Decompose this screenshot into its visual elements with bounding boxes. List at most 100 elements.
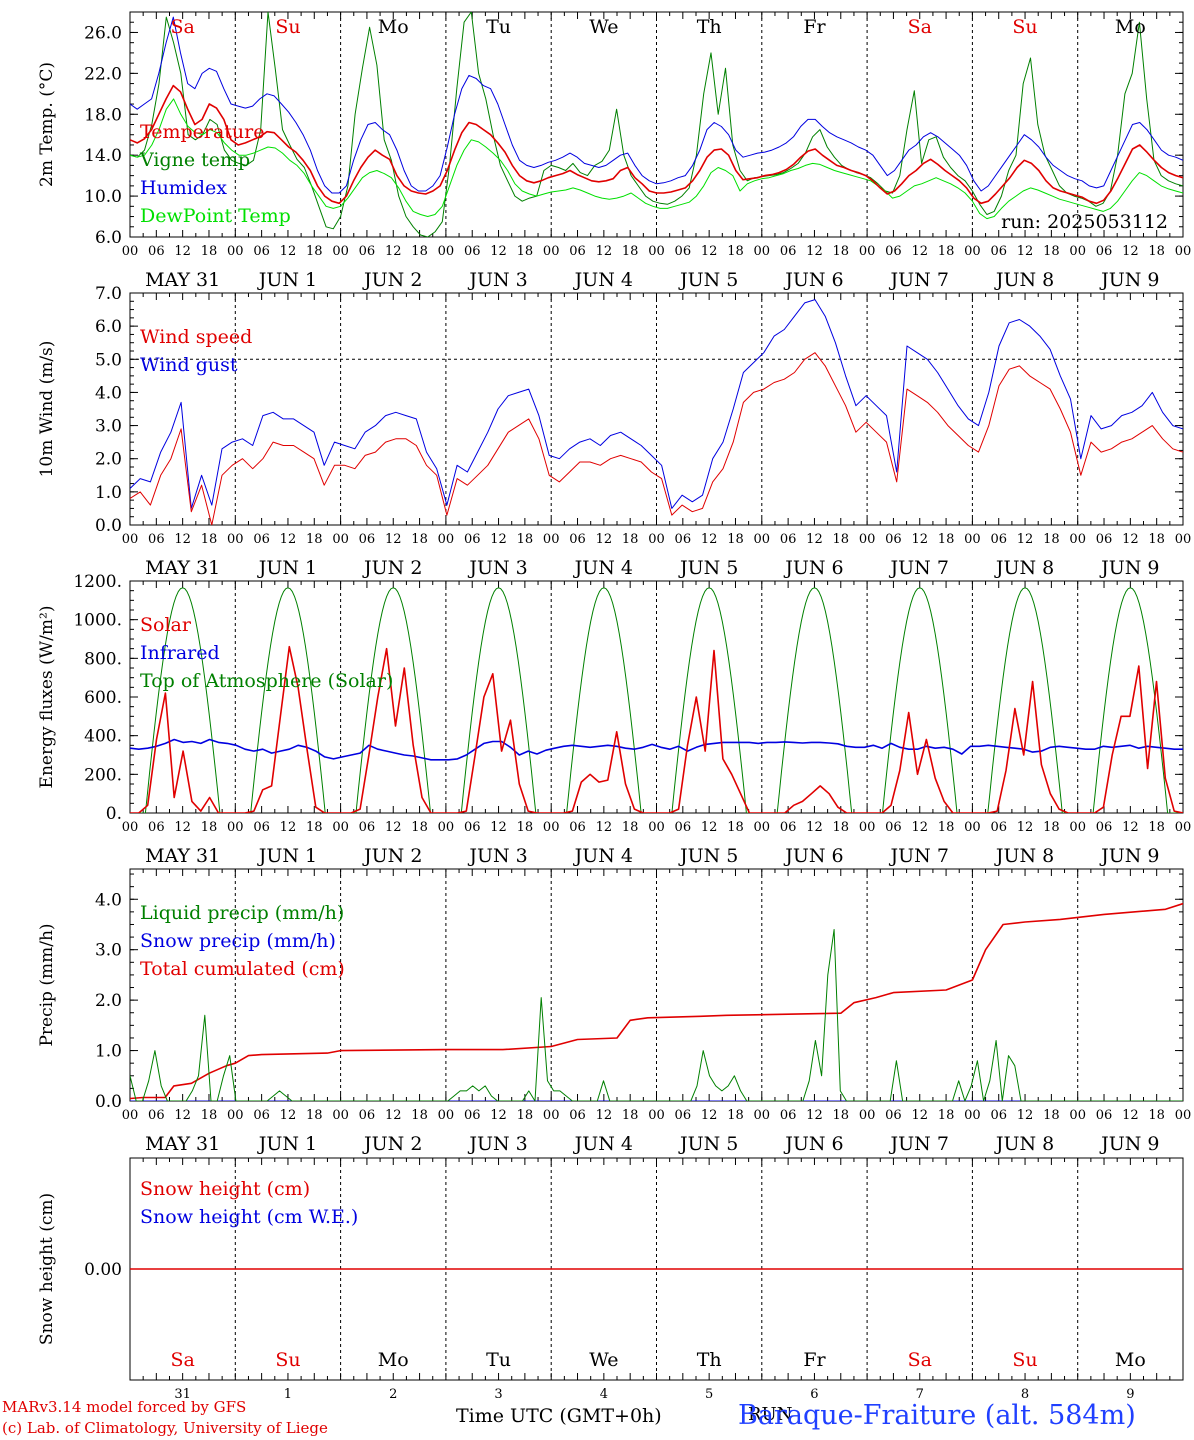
hour-label: 18 (1148, 820, 1165, 835)
hour-label: 06 (1096, 1108, 1113, 1123)
day-name: Fr (803, 16, 826, 38)
day-name: We (589, 1349, 618, 1371)
hour-label: 00 (332, 532, 349, 547)
hour-label: 06 (990, 820, 1007, 835)
date-label: JUN 5 (678, 845, 738, 867)
date-label: JUN 9 (1099, 557, 1159, 579)
y-tick-label: 800. (84, 649, 122, 669)
hour-label: 06 (780, 1108, 797, 1123)
legend-entry: Snow height (cm W.E.) (140, 1206, 358, 1228)
date-label: JUN 4 (573, 1133, 633, 1155)
hour-label: 12 (701, 1108, 718, 1123)
day-name: Sa (908, 1349, 932, 1371)
legend-entry: Humidex (140, 177, 227, 199)
legend-entry: Vigne temp (139, 149, 250, 171)
hour-label: 06 (569, 1108, 586, 1123)
y-tick-label: 2.0 (95, 991, 122, 1011)
y-axis-label: Snow height (cm) (37, 1193, 57, 1345)
hour-label: 18 (201, 532, 218, 547)
day-name: Su (275, 16, 300, 38)
hour-label: 06 (148, 1108, 165, 1123)
hour-label: 18 (833, 244, 850, 259)
hour-label: 18 (411, 820, 428, 835)
hour-label: 18 (833, 820, 850, 835)
hour-label: 06 (359, 820, 376, 835)
hour-label: 06 (253, 244, 270, 259)
hour-label: 18 (1043, 820, 1060, 835)
date-label: JUN 5 (678, 557, 738, 579)
hour-label: 12 (911, 244, 928, 259)
y-tick-label: 0.0 (95, 1092, 122, 1112)
date-label: JUN 5 (678, 1133, 738, 1155)
series-line-solar (130, 645, 1183, 813)
hour-label: 18 (201, 820, 218, 835)
hour-label: 06 (675, 244, 692, 259)
hour-label: 12 (1017, 244, 1034, 259)
hour-label: 06 (464, 820, 481, 835)
hour-label: 00 (332, 820, 349, 835)
time-axis-label: Time UTC (GMT+0h) (456, 1405, 662, 1427)
day-name: Mo (378, 16, 409, 38)
hour-label: 06 (1096, 244, 1113, 259)
hour-label: 12 (385, 1108, 402, 1123)
hour-label: 00 (648, 820, 665, 835)
hour-label: 18 (411, 244, 428, 259)
hour-label: 12 (911, 1108, 928, 1123)
hour-label: 06 (675, 820, 692, 835)
hour-label: 00 (438, 820, 455, 835)
y-tick-label: 5.0 (95, 350, 122, 370)
hour-label: 18 (306, 532, 323, 547)
y-tick-label: 18.0 (84, 105, 122, 125)
hour-label: 18 (727, 532, 744, 547)
hour-label: 06 (1096, 532, 1113, 547)
y-tick-label: 0. (106, 804, 122, 824)
hour-label: 06 (464, 1108, 481, 1123)
hour-label: 12 (490, 820, 507, 835)
y-tick-label: 26.0 (84, 23, 122, 43)
hour-label: 06 (885, 820, 902, 835)
hour-label: 12 (596, 244, 613, 259)
series-line-liquid-precip-mm-h- (130, 929, 1183, 1101)
panel-precip: 0.0 1.0 2.0 3.0 4.0 Precip (mm/h) Liquid preci… (37, 868, 1191, 1155)
hour-label: 12 (174, 1108, 191, 1123)
series-line-humidex (130, 16, 1183, 194)
hour-label: 12 (701, 820, 718, 835)
day-name: Th (697, 1349, 722, 1371)
series-group (130, 299, 1183, 525)
hour-label: 18 (622, 244, 639, 259)
hour-label: 18 (727, 244, 744, 259)
panel-temperature: 6.0 10.0 14.0 18.0 22.0 26.0 2m Temp. (°C) Temp… (37, 11, 1192, 291)
hour-label: 06 (780, 820, 797, 835)
day-name: Sa (170, 16, 194, 38)
hour-label: 06 (780, 532, 797, 547)
date-label: JUN 3 (467, 845, 527, 867)
hour-label: 00 (227, 820, 244, 835)
date-label: JUN 6 (783, 269, 843, 291)
hour-label: 18 (1043, 1108, 1060, 1123)
hour-label: 00 (1069, 244, 1086, 259)
legend-entry: Infrared (140, 642, 220, 664)
y-tick-label: 2.0 (95, 450, 122, 470)
hour-label: 18 (938, 532, 955, 547)
y-tick-label: 1000. (73, 611, 122, 631)
hour-label: 18 (1043, 532, 1060, 547)
date-label: JUN 9 (1099, 1133, 1159, 1155)
hour-label: 06 (885, 244, 902, 259)
hour-label: 00 (1175, 244, 1192, 259)
hour-label: 06 (253, 820, 270, 835)
date-label: JUN 7 (889, 269, 949, 291)
hour-label: 00 (859, 532, 876, 547)
series-line-temperature (130, 84, 1183, 205)
legend-entry: Temperature (140, 121, 264, 143)
y-tick-label: 4.0 (95, 383, 122, 403)
hour-label: 12 (701, 532, 718, 547)
hour-label: 12 (174, 244, 191, 259)
hour-label: 06 (148, 244, 165, 259)
panel-energy: 0. 200. 400. 600. 800. 1000. 1200. Energy fluxe… (37, 572, 1191, 867)
day-name: Sa (908, 16, 932, 38)
series-line-wind-speed (130, 352, 1183, 525)
day-number: 5 (705, 1387, 713, 1402)
hour-label: 00 (648, 1108, 665, 1123)
hour-label: 06 (990, 532, 1007, 547)
hour-label: 18 (411, 1108, 428, 1123)
